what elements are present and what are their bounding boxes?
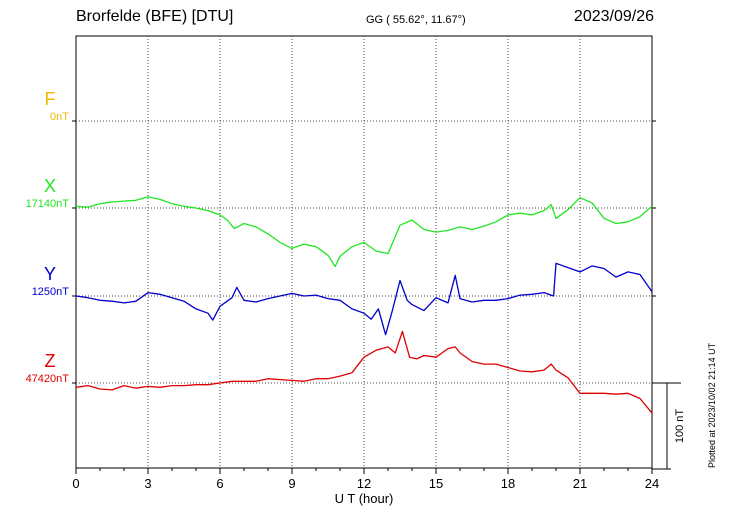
x-tick-label: 15 bbox=[429, 476, 443, 491]
baseline-value-x: 17140nT bbox=[26, 198, 70, 210]
x-tick-label: 24 bbox=[645, 476, 659, 491]
series-line-x bbox=[75, 196, 653, 268]
component-label-z: Z bbox=[45, 351, 56, 371]
plotted-timestamp: Plotted at 2023/10/02 21:14 UT bbox=[707, 342, 717, 468]
x-tick-label: 6 bbox=[216, 476, 223, 491]
series-line-y bbox=[75, 262, 653, 336]
plot-date: 2023/09/26 bbox=[573, 8, 654, 25]
component-label-x: X bbox=[44, 176, 56, 196]
baseline-value-z: 47420nT bbox=[26, 373, 70, 385]
x-tick-label: 12 bbox=[357, 476, 371, 491]
series-line-z bbox=[75, 330, 653, 414]
scale-bar-label: 100 nT bbox=[674, 409, 686, 444]
x-tick-label: 3 bbox=[144, 476, 151, 491]
component-label-y: Y bbox=[44, 264, 56, 284]
baseline-value-y: 1250nT bbox=[32, 286, 70, 298]
x-tick-label: 0 bbox=[72, 476, 79, 491]
x-tick-label: 18 bbox=[501, 476, 515, 491]
baseline-value-f: 0nT bbox=[50, 111, 69, 123]
geographic-coordinates: GG ( 55.62°, 11.67°) bbox=[366, 14, 466, 26]
component-label-f: F bbox=[45, 89, 56, 109]
x-tick-label: 21 bbox=[573, 476, 587, 491]
x-axis-label: U T (hour) bbox=[335, 491, 394, 506]
x-tick-label: 9 bbox=[288, 476, 295, 491]
station-title: Brorfelde (BFE) [DTU] bbox=[76, 8, 234, 25]
